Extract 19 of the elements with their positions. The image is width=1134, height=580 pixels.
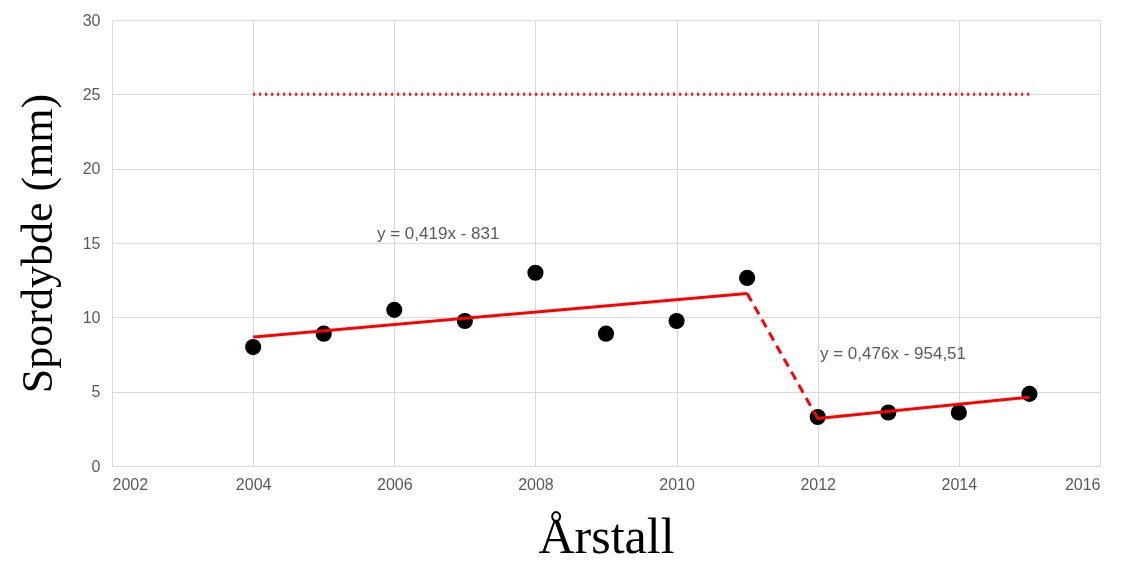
- x-axis-title: Årstall: [538, 507, 675, 564]
- y-tick-label: 5: [91, 383, 101, 401]
- x-tick-label: 2006: [376, 475, 413, 493]
- y-tick-label: 25: [82, 85, 101, 103]
- x-tick-label: 2002: [112, 475, 149, 493]
- y-tick-label: 10: [82, 308, 101, 326]
- x-tick-label: 2016: [1064, 475, 1101, 493]
- x-tick-label: 2014: [941, 475, 978, 493]
- x-tick-label: 2010: [659, 475, 695, 493]
- annotation: y = 0,419x - 831: [377, 224, 500, 243]
- y-axis-title: Spordybde (mm): [12, 93, 62, 394]
- annotation: y = 0,476x - 954,51: [820, 344, 967, 363]
- y-tick-label: 20: [82, 160, 101, 178]
- y-tick-label: 0: [91, 457, 101, 475]
- y-tick-label: 30: [82, 11, 101, 29]
- x-tick-label: 2012: [800, 475, 837, 493]
- x-tick-label: 2008: [518, 475, 554, 493]
- y-tick-label: 15: [82, 234, 101, 252]
- x-tick-label: 2004: [235, 475, 272, 493]
